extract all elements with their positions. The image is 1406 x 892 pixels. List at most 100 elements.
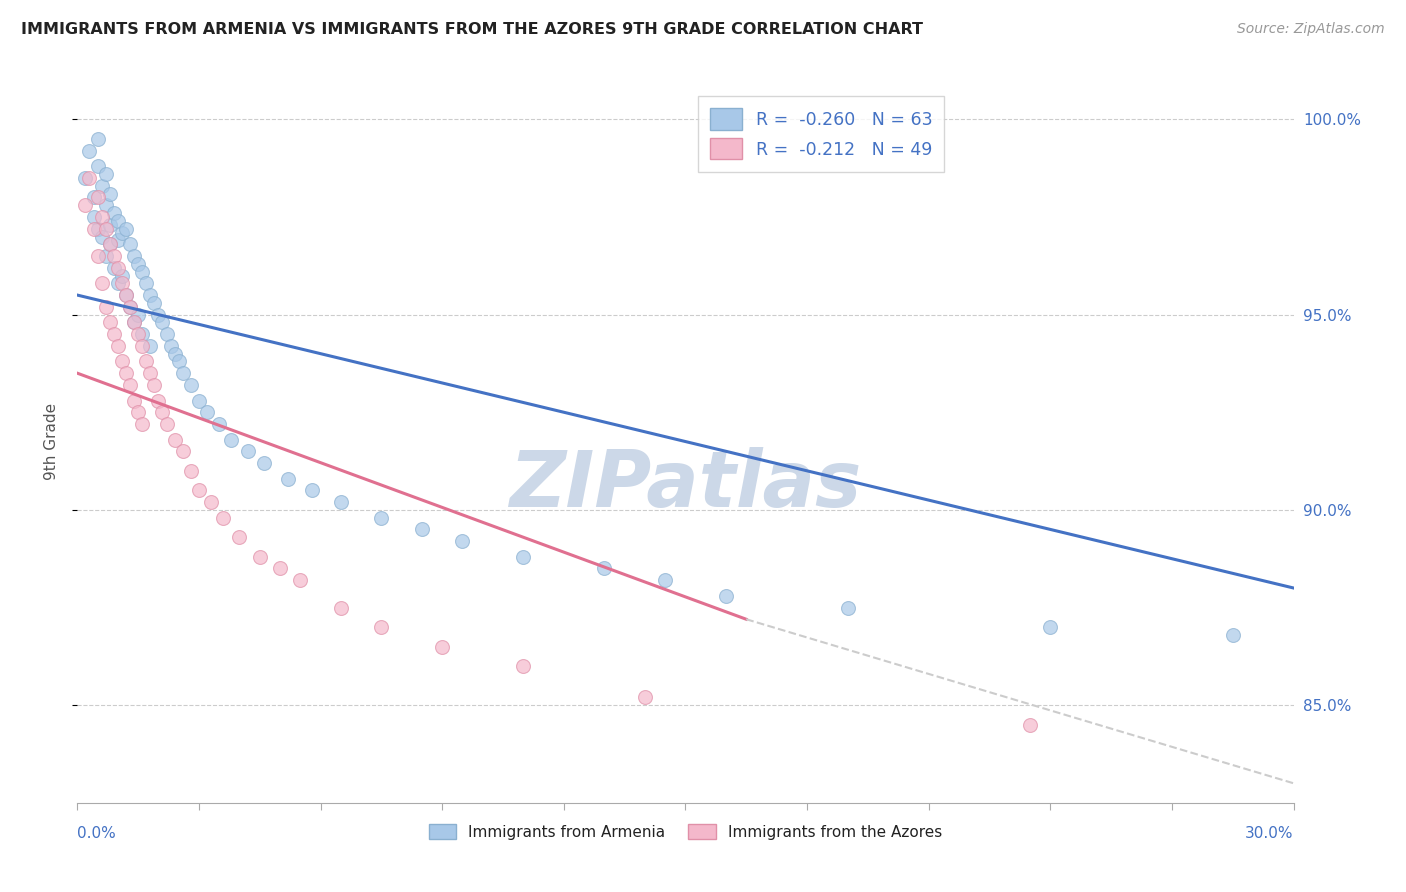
Point: [83, 221, 105, 235]
Text: IMMIGRANTS FROM ARMENIA VS IMMIGRANTS FROM THE AZORES 9TH GRADE CORRELATION CHAR: IMMIGRANTS FROM ARMENIA VS IMMIGRANTS FR…: [21, 22, 924, 37]
Point: [163, 346, 186, 360]
Point: [103, 260, 125, 275]
Point: [172, 444, 194, 458]
Point: [172, 366, 194, 380]
Point: [127, 405, 149, 419]
Text: 0.0%: 0.0%: [77, 826, 117, 841]
Point: [107, 277, 129, 291]
Point: [98, 237, 121, 252]
Point: [122, 393, 145, 408]
Point: [329, 495, 352, 509]
Point: [1019, 717, 1042, 731]
Point: [143, 296, 166, 310]
Text: 30.0%: 30.0%: [1246, 826, 1294, 841]
Point: [115, 288, 138, 302]
Point: [98, 315, 121, 329]
Point: [115, 221, 138, 235]
Point: [155, 417, 177, 431]
Point: [111, 354, 134, 368]
Point: [94, 300, 117, 314]
Point: [107, 260, 129, 275]
Text: ZIPatlas: ZIPatlas: [509, 447, 862, 523]
Point: [115, 288, 138, 302]
Point: [228, 530, 250, 544]
Point: [90, 229, 112, 244]
Point: [107, 234, 129, 248]
Point: [86, 221, 108, 235]
Point: [79, 144, 101, 158]
Point: [86, 190, 108, 204]
Point: [86, 132, 108, 146]
Point: [143, 378, 166, 392]
Point: [159, 339, 181, 353]
Point: [714, 589, 737, 603]
Point: [329, 600, 352, 615]
Point: [86, 159, 108, 173]
Point: [277, 472, 299, 486]
Point: [131, 339, 153, 353]
Y-axis label: 9th Grade: 9th Grade: [44, 403, 59, 480]
Point: [290, 573, 312, 587]
Point: [212, 510, 235, 524]
Point: [139, 288, 162, 302]
Point: [90, 210, 112, 224]
Legend: Immigrants from Armenia, Immigrants from the Azores: Immigrants from Armenia, Immigrants from…: [422, 818, 949, 846]
Point: [90, 178, 112, 193]
Point: [236, 444, 259, 458]
Point: [118, 300, 141, 314]
Point: [79, 170, 101, 185]
Point: [127, 257, 149, 271]
Point: [131, 327, 153, 342]
Point: [98, 218, 121, 232]
Point: [107, 339, 129, 353]
Point: [98, 237, 121, 252]
Point: [253, 456, 276, 470]
Point: [103, 249, 125, 263]
Point: [94, 221, 117, 235]
Point: [837, 600, 859, 615]
Point: [122, 315, 145, 329]
Point: [127, 308, 149, 322]
Point: [111, 268, 134, 283]
Point: [135, 354, 157, 368]
Point: [111, 226, 134, 240]
Point: [430, 640, 453, 654]
Point: [370, 510, 392, 524]
Point: [94, 249, 117, 263]
Point: [118, 237, 141, 252]
Point: [152, 315, 174, 329]
Point: [249, 549, 271, 564]
Point: [94, 167, 117, 181]
Point: [98, 186, 121, 201]
Point: [83, 210, 105, 224]
Point: [370, 620, 392, 634]
Point: [512, 549, 534, 564]
Point: [152, 405, 174, 419]
Point: [131, 265, 153, 279]
Point: [167, 354, 190, 368]
Point: [118, 378, 141, 392]
Point: [411, 523, 433, 537]
Point: [269, 561, 291, 575]
Point: [94, 198, 117, 212]
Point: [139, 366, 162, 380]
Point: [512, 659, 534, 673]
Point: [163, 433, 186, 447]
Point: [593, 561, 616, 575]
Point: [75, 170, 97, 185]
Point: [634, 690, 657, 705]
Point: [148, 393, 170, 408]
Point: [90, 277, 112, 291]
Point: [131, 417, 153, 431]
Point: [200, 495, 222, 509]
Point: [188, 393, 211, 408]
Point: [301, 483, 323, 498]
Point: [122, 315, 145, 329]
Point: [122, 249, 145, 263]
Point: [654, 573, 676, 587]
Point: [1222, 628, 1244, 642]
Point: [118, 300, 141, 314]
Point: [195, 405, 218, 419]
Point: [115, 366, 138, 380]
Point: [103, 327, 125, 342]
